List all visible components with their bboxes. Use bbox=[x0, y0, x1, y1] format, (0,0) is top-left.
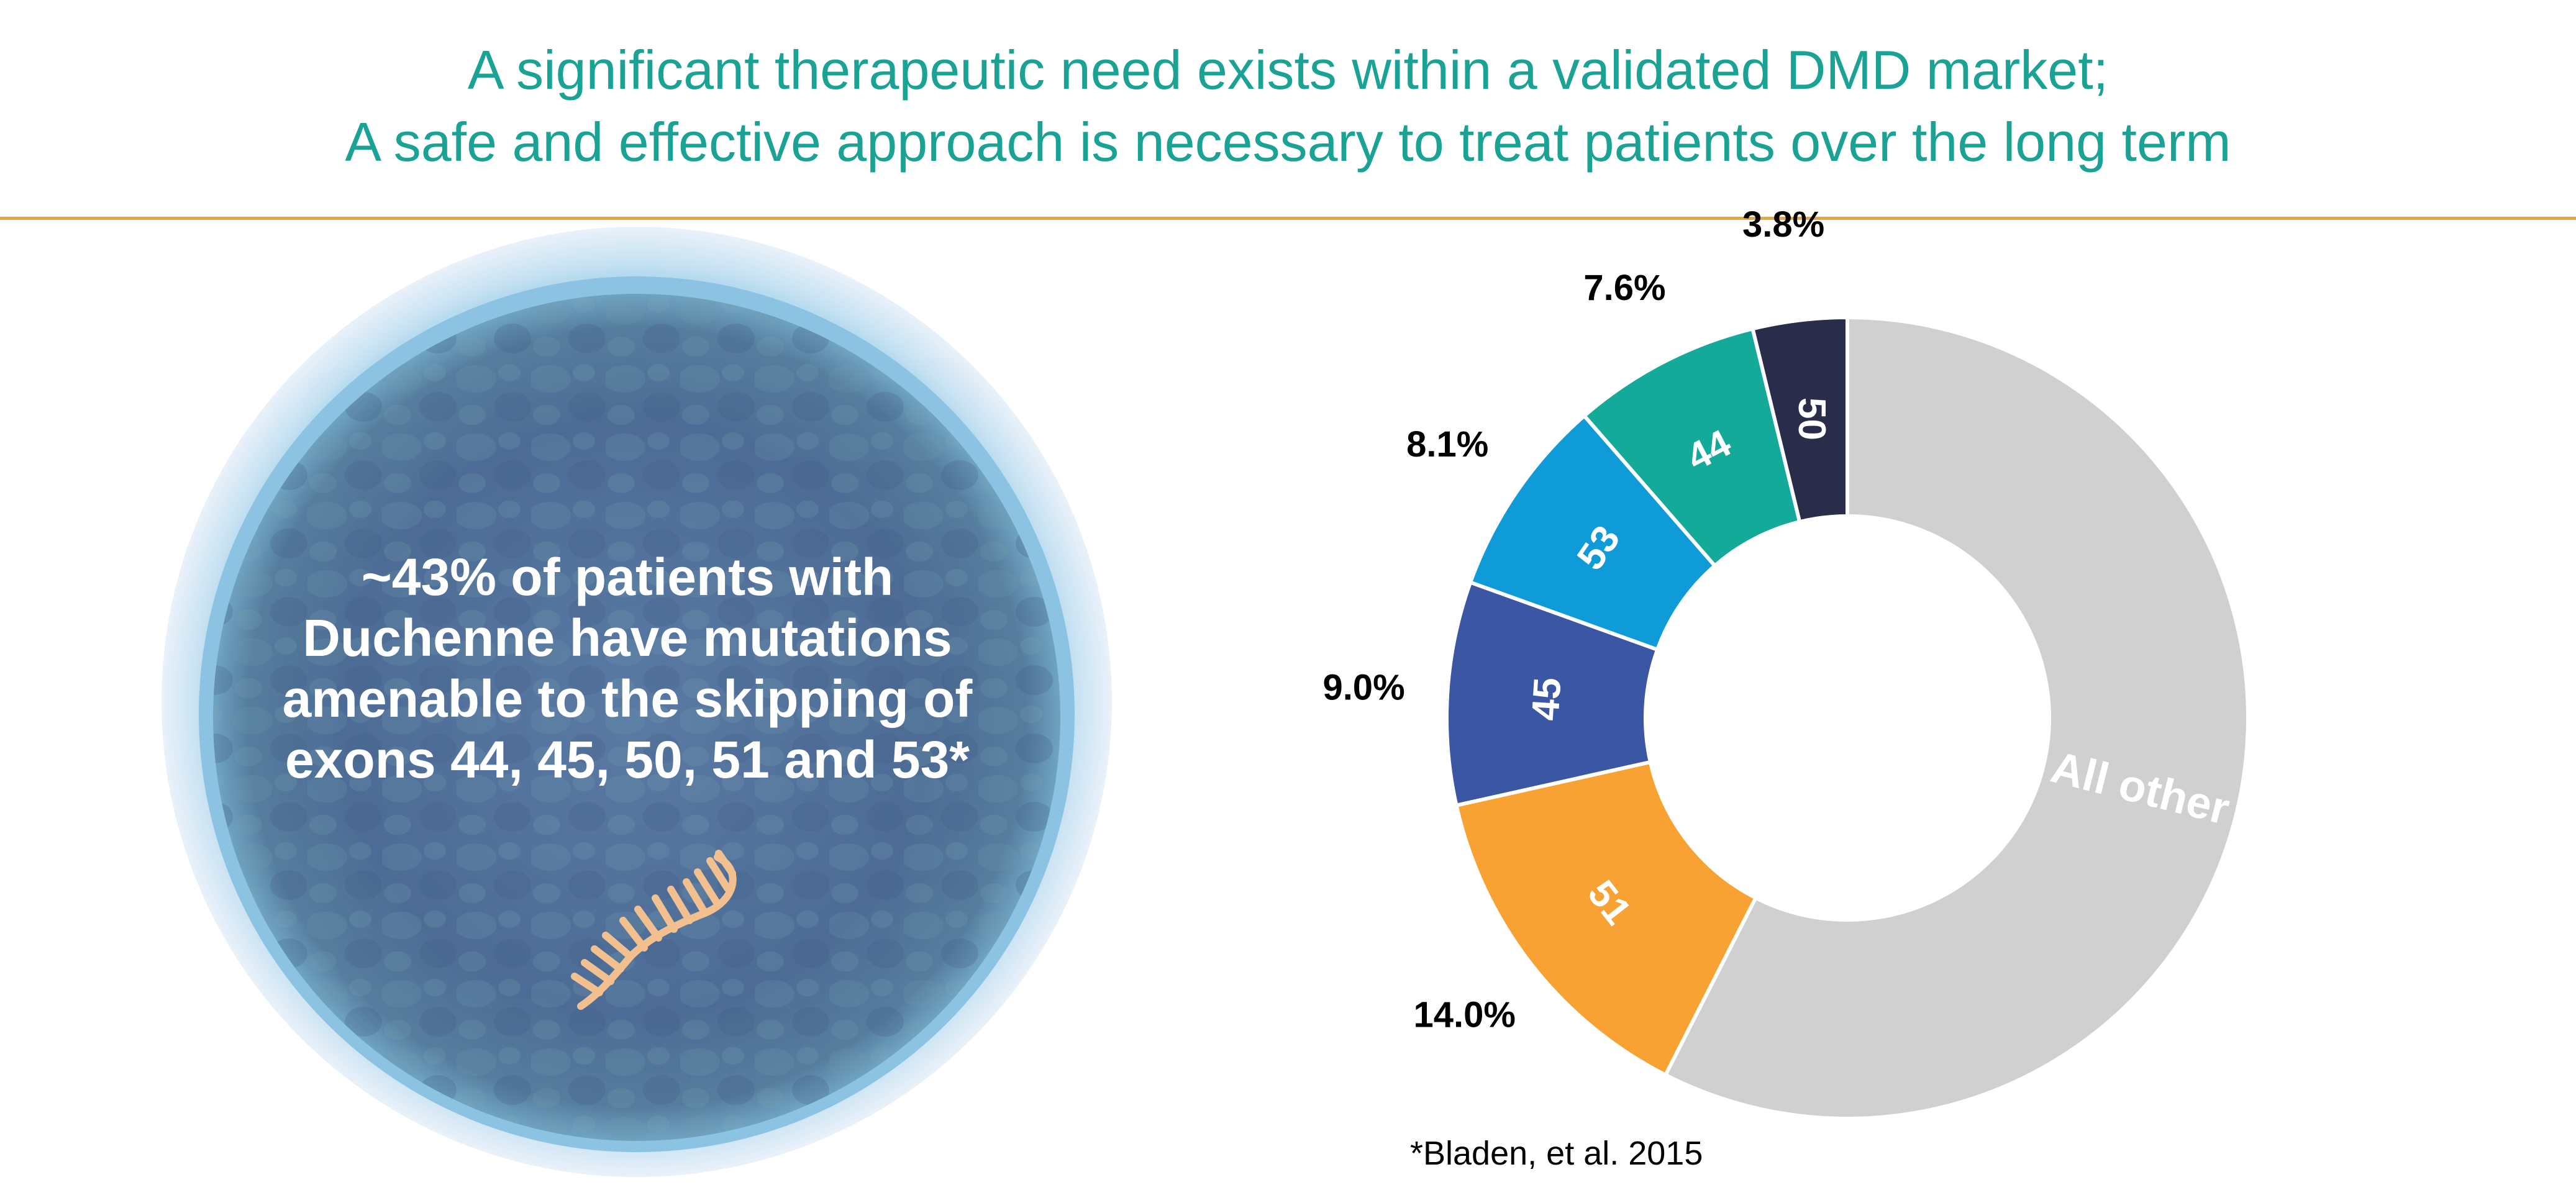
title-line-2: A safe and effective approach is necessa… bbox=[345, 111, 2231, 173]
slice-label-50: 50 bbox=[1790, 398, 1833, 440]
rna-strand-icon bbox=[571, 850, 737, 1010]
cell-caption-line-1: ~43% of patients with bbox=[361, 548, 894, 606]
cell-caption: ~43% of patients with Duchenne have muta… bbox=[261, 547, 994, 790]
cell-caption-line-2: Duchenne have mutations bbox=[303, 609, 952, 667]
percent-label-53: 8.1% bbox=[1406, 424, 1488, 465]
title-line-1: A significant therapeutic need exists wi… bbox=[467, 39, 2109, 101]
page-title: A significant therapeutic need exists wi… bbox=[0, 34, 2576, 178]
slice-51 bbox=[1454, 760, 1759, 1078]
header-divider bbox=[0, 217, 2576, 220]
percent-label-51: 14.0% bbox=[1413, 995, 1515, 1035]
slice-all-other bbox=[1663, 315, 2250, 1120]
percent-label-44: 7.6% bbox=[1583, 268, 1665, 308]
cell-caption-line-4: exons 44, 45, 50, 51 and 53* bbox=[284, 730, 970, 789]
cell-image bbox=[162, 227, 1112, 1177]
footnote: *Bladen, et al. 2015 bbox=[1410, 1135, 1703, 1172]
percent-label-50: 3.8% bbox=[1742, 204, 1824, 245]
slice-44 bbox=[1582, 326, 1802, 569]
slice-45 bbox=[1444, 579, 1660, 808]
percent-label-45: 9.0% bbox=[1322, 668, 1404, 708]
cell-texture bbox=[213, 294, 1060, 1141]
slice-label-45: 45 bbox=[1524, 676, 1569, 722]
cell-illustration bbox=[158, 224, 1115, 1180]
cell-caption-line-3: amenable to the skipping of bbox=[282, 670, 973, 728]
